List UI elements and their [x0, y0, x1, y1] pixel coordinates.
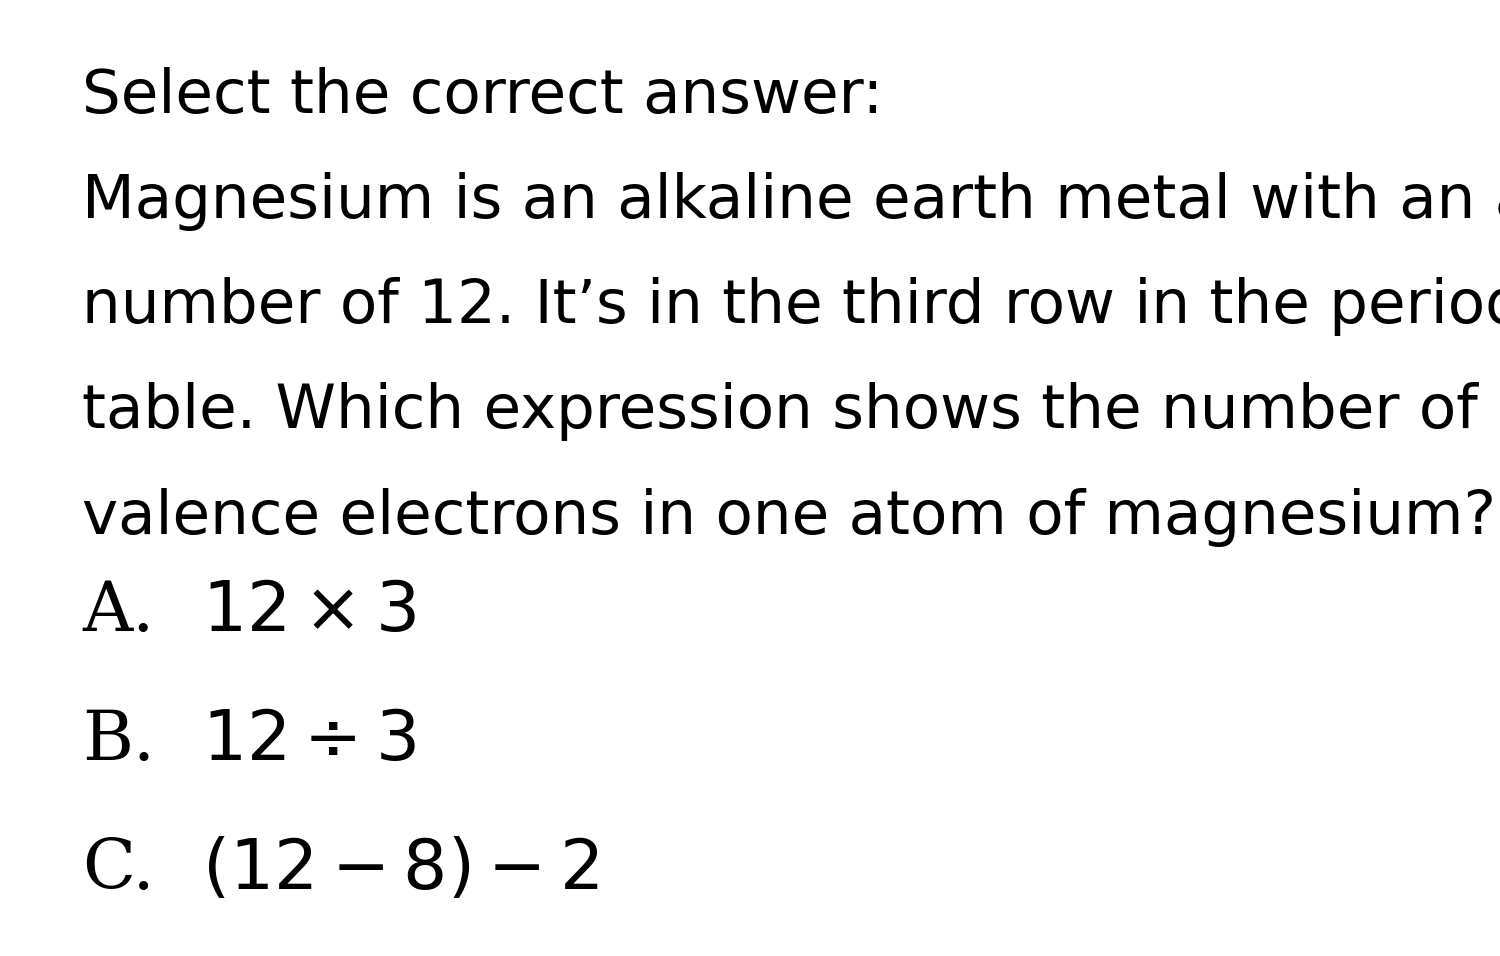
Text: B.: B. — [82, 707, 156, 773]
Text: A.: A. — [82, 578, 154, 644]
Text: valence electrons in one atom of magnesium?: valence electrons in one atom of magnesi… — [82, 488, 1497, 547]
Text: $12 \times 3$: $12 \times 3$ — [202, 578, 417, 644]
Text: Magnesium is an alkaline earth metal with an atomic: Magnesium is an alkaline earth metal wit… — [82, 172, 1500, 231]
Text: table. Which expression shows the number of: table. Which expression shows the number… — [82, 382, 1478, 442]
Text: Select the correct answer:: Select the correct answer: — [82, 67, 883, 126]
Text: $(12-8)-2$: $(12-8)-2$ — [202, 836, 600, 902]
Text: number of 12. It’s in the third row in the periodic: number of 12. It’s in the third row in t… — [82, 277, 1500, 337]
Text: $12 \div 3$: $12 \div 3$ — [202, 707, 417, 773]
Text: C.: C. — [82, 836, 154, 902]
